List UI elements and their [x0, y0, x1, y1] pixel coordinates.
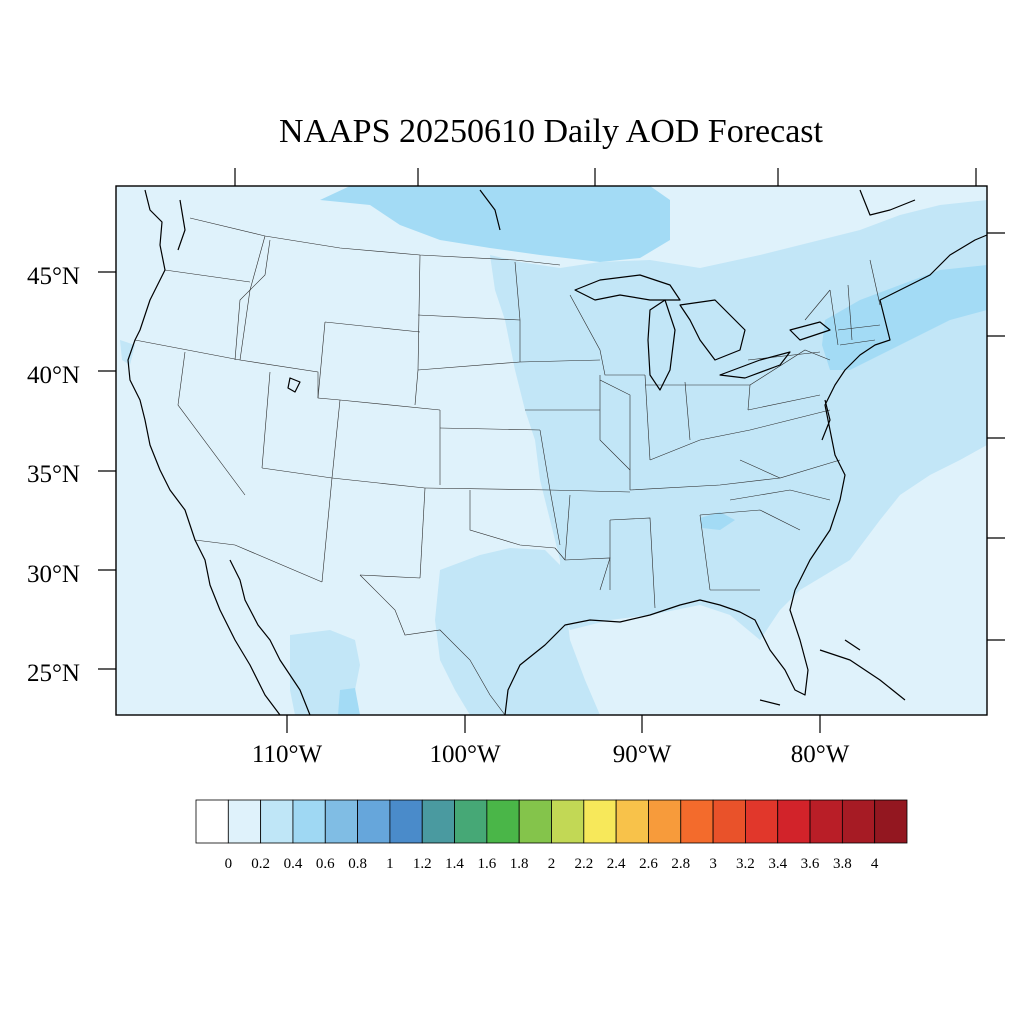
- bottom-ticks: [286, 715, 821, 733]
- colorbar-label: 1.4: [445, 856, 464, 872]
- lon-label-80w: 80°W: [791, 741, 850, 768]
- colorbar-label: 1.2: [413, 856, 432, 872]
- map-panel: 25°N 30°N 35°N 40°N 45°N 110°W 100°W 90°…: [27, 168, 1005, 768]
- lat-label-30: 30°N: [27, 561, 80, 588]
- lon-label-90w: 90°W: [613, 741, 672, 768]
- colorbar-swatch: [680, 799, 714, 844]
- colorbar-swatch: [841, 799, 876, 844]
- colorbar-label: 0.2: [251, 856, 270, 872]
- colorbar-swatch: [712, 799, 746, 844]
- colorbar-label: 0.4: [284, 856, 303, 872]
- colorbar-swatch: [292, 799, 326, 844]
- left-ticks: [98, 271, 116, 670]
- colorbar-label: 3.8: [833, 856, 852, 872]
- colorbar-label: 1.6: [477, 856, 496, 872]
- colorbar-swatch: [357, 799, 391, 844]
- colorbar-swatch: [809, 799, 843, 844]
- colorbar-swatch: [551, 799, 585, 844]
- aod-region-gulf-patch: [338, 688, 360, 715]
- aod-region-northern-plains: [320, 186, 670, 262]
- lat-label-40: 40°N: [27, 362, 80, 389]
- colorbar-swatch: [227, 799, 262, 844]
- colorbar-swatch: [518, 799, 552, 844]
- state-boundaries: [134, 217, 881, 716]
- aod-region-northeast: [822, 265, 987, 370]
- aod-shading: [120, 186, 987, 715]
- lat-label-25: 25°N: [27, 660, 80, 687]
- colorbar-swatch: [486, 799, 520, 844]
- colorbar-label: 3: [709, 856, 717, 872]
- colorbar-label: 2.8: [671, 856, 690, 872]
- lat-label-35: 35°N: [27, 461, 80, 488]
- right-ticks: [987, 232, 1005, 641]
- colorbar-swatch: [874, 799, 908, 844]
- aod-region-south-texas: [435, 548, 600, 715]
- colorbar-label: 3.6: [801, 856, 820, 872]
- colorbar-swatch: [615, 799, 649, 844]
- colorbar-label: 2.4: [607, 856, 626, 872]
- colorbar-label: 0.6: [316, 856, 335, 872]
- colorbar-label: 0.8: [348, 856, 367, 872]
- colorbar-swatch: [648, 799, 682, 844]
- colorbar-label: 3.2: [736, 856, 755, 872]
- colorbar-swatch: [454, 799, 488, 844]
- colorbar: 0 0.2 0.4 0.6 0.8 1 1.2 1.4 1.6 1.8 2 2.2 2.4 2.6 2.8 3…: [195, 799, 908, 872]
- figure-title: NAAPS 20250610 Daily AOD Forecast: [279, 113, 824, 150]
- colorbar-swatch: [389, 799, 423, 844]
- colorbar-swatch: [777, 799, 811, 844]
- colorbar-label: 2.2: [574, 856, 593, 872]
- colorbar-label: 2.6: [639, 856, 658, 872]
- colorbar-label: 1: [386, 856, 394, 872]
- colorbar-label: 2: [548, 856, 556, 872]
- colorbar-swatch: [745, 799, 779, 844]
- colorbar-swatch: [421, 799, 455, 844]
- top-ticks: [234, 168, 977, 186]
- colorbar-swatch: [583, 799, 617, 844]
- lon-label-100w: 100°W: [429, 741, 500, 768]
- colorbar-label: 1.8: [510, 856, 529, 872]
- map-frame: [115, 185, 988, 716]
- coastlines: [127, 189, 988, 716]
- colorbar-label: 3.4: [768, 856, 787, 872]
- colorbar-swatch: [195, 799, 229, 844]
- colorbar-swatch: [260, 799, 294, 844]
- lon-label-110w: 110°W: [252, 741, 323, 768]
- aod-region-southeast-patch: [700, 512, 735, 530]
- colorbar-label: 0: [225, 856, 233, 872]
- lat-label-45: 45°N: [27, 263, 80, 290]
- colorbar-swatch: [324, 799, 358, 844]
- colorbar-label: 4: [871, 856, 879, 872]
- aod-region-western-pacific-edge: [120, 340, 135, 365]
